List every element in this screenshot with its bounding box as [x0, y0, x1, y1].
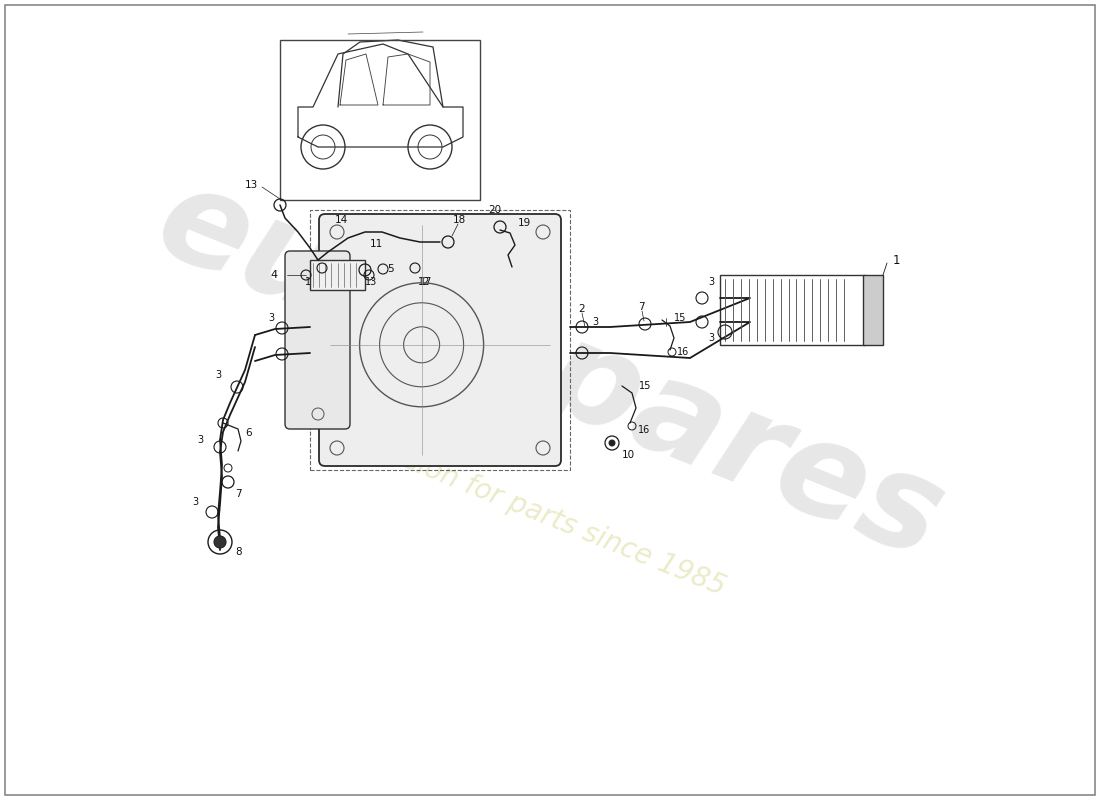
Bar [280, 40, 480, 200]
Text: 14: 14 [336, 215, 349, 225]
Text: 9: 9 [732, 337, 738, 347]
FancyBboxPatch shape [319, 214, 561, 466]
Text: 12: 12 [305, 277, 318, 287]
Bar [864, 275, 883, 345]
Text: 1: 1 [893, 254, 901, 266]
Text: 16: 16 [676, 347, 690, 357]
Bar [310, 210, 570, 470]
Text: 16: 16 [638, 425, 650, 435]
Text: 3: 3 [708, 277, 714, 287]
Text: 15: 15 [674, 313, 686, 323]
Text: 5: 5 [387, 264, 394, 274]
Circle shape [609, 440, 615, 446]
Text: 13: 13 [365, 277, 377, 287]
Text: 20: 20 [488, 205, 502, 215]
Text: a passion for parts since 1985: a passion for parts since 1985 [330, 418, 729, 602]
Circle shape [214, 536, 225, 548]
Bar [310, 260, 365, 290]
Text: 2: 2 [578, 304, 584, 314]
Text: 10: 10 [621, 450, 635, 460]
Text: 7: 7 [235, 489, 242, 499]
Text: 15: 15 [639, 381, 651, 391]
Text: 11: 11 [370, 239, 383, 249]
Text: 3: 3 [592, 317, 598, 327]
Text: 3: 3 [268, 313, 274, 323]
Text: 3: 3 [192, 497, 198, 507]
Text: 18: 18 [453, 215, 466, 225]
Text: 7: 7 [638, 302, 645, 312]
Text: 6: 6 [245, 428, 252, 438]
Text: 19: 19 [518, 218, 531, 228]
FancyBboxPatch shape [285, 251, 350, 429]
Text: 3: 3 [214, 370, 221, 380]
Text: 3: 3 [708, 333, 714, 343]
Text: 17: 17 [420, 277, 432, 287]
Text: 13: 13 [245, 180, 258, 190]
Bar [720, 275, 865, 345]
Text: eurospares: eurospares [140, 154, 960, 586]
Text: 12: 12 [418, 277, 430, 287]
Text: 8: 8 [235, 547, 242, 557]
Text: 3: 3 [197, 435, 204, 445]
Text: 4: 4 [270, 270, 277, 280]
